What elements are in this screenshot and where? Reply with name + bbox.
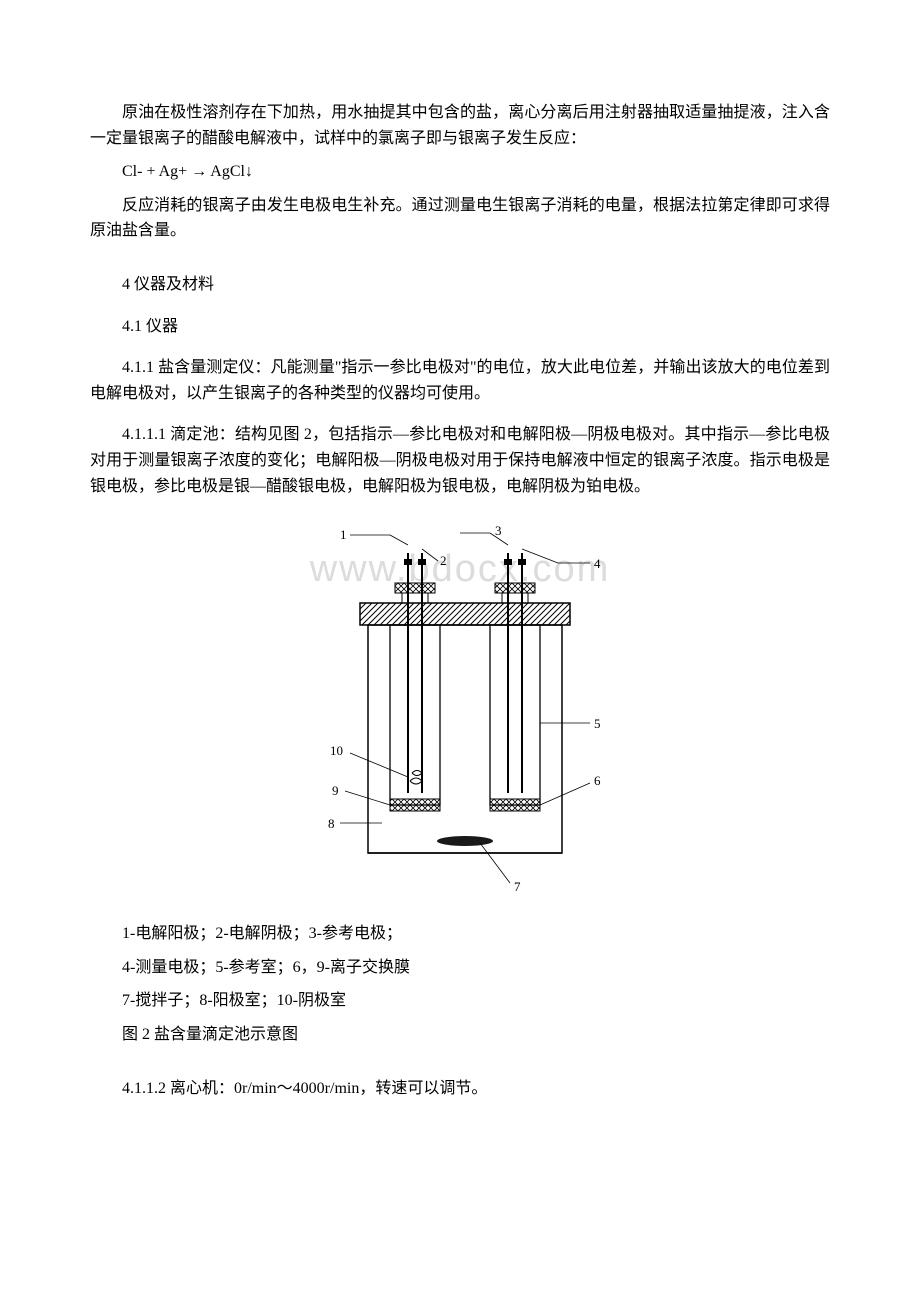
figure-legend-2: 4-测量电极；5-参考室；6，9-离子交换膜	[90, 955, 830, 981]
figure-legend-3: 7-搅拌子；8-阳极室；10-阴极室	[90, 988, 830, 1014]
label-2: 2	[440, 553, 447, 568]
paragraph-faraday: 反应消耗的银离子由发生电极电生补充。通过测量电生银离子消耗的电量，根据法拉第定律…	[90, 193, 830, 244]
equation: Cl- + Ag+ → AgCl↓	[90, 159, 830, 185]
label-5: 5	[594, 716, 601, 731]
titration-cell-diagram: 1 2 3 4 5 6 7 8 9 10	[290, 523, 630, 903]
label-4: 4	[594, 556, 601, 571]
label-8: 8	[328, 816, 335, 831]
label-1: 1	[340, 527, 347, 542]
heading-4-1: 4.1 仪器	[90, 314, 830, 340]
label-3: 3	[495, 523, 502, 538]
para-4-1-1-2: 4.1.1.2 离心机：0r/min～4000r/min，转速可以调节。	[90, 1076, 830, 1102]
figure-legend-1: 1-电解阳极；2-电解阴极；3-参考电极；	[90, 921, 830, 947]
paragraph-intro: 原油在极性溶剂存在下加热，用水抽提其中包含的盐，离心分离后用注射器抽取适量抽提液…	[90, 100, 830, 151]
heading-4: 4 仪器及材料	[90, 272, 830, 298]
para-4-1-1-1: 4.1.1.1 滴定池：结构见图 2，包括指示—参比电极对和电解阳极—阴极电极对…	[90, 422, 830, 499]
para-4-1-1: 4.1.1 盐含量测定仪：凡能测量"指示一参比电极对"的电位，放大此电位差，并输…	[90, 355, 830, 406]
label-6: 6	[594, 773, 601, 788]
label-10: 10	[330, 743, 343, 758]
figure-caption: 图 2 盐含量滴定池示意图	[90, 1022, 830, 1048]
label-7: 7	[514, 879, 521, 894]
label-9: 9	[332, 783, 339, 798]
figure-2-container: www.bdocx.com	[290, 523, 630, 903]
